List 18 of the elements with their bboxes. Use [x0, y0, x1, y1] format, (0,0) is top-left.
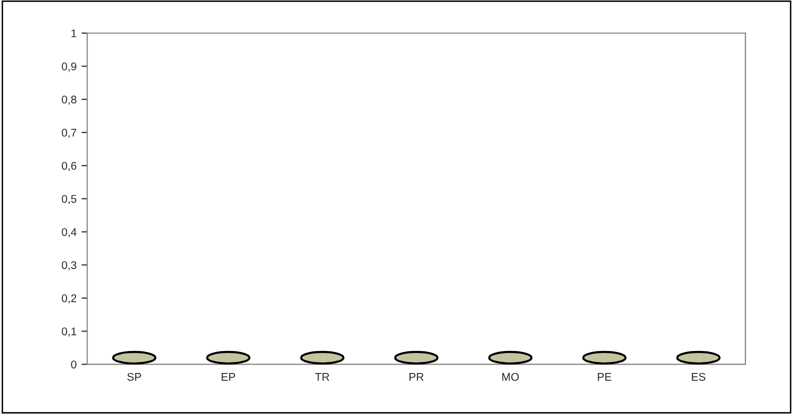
x-tick-label: PE	[598, 373, 612, 381]
x-tick-label: TR	[315, 373, 330, 381]
y-tick-label: 0,7	[62, 128, 76, 138]
x-tick-label: MO	[502, 372, 519, 381]
y-tick-label: 0,1	[62, 327, 76, 337]
y-tick-label: 0,6	[62, 162, 76, 172]
y-tick-label: 0	[71, 360, 76, 368]
x-tick-label: PR	[410, 373, 424, 381]
y-tick-label: 0,3	[62, 261, 76, 270]
x-tick-label: SP	[127, 372, 142, 381]
y-tick-label: 0,5	[62, 194, 76, 204]
x-tick-label: ES	[692, 372, 706, 381]
y-tick-label: 0,2	[62, 294, 76, 304]
y-tick-label: 0,8	[62, 96, 76, 105]
y-tick-label: 0,4	[62, 228, 76, 238]
x-tick-label: EP	[222, 373, 236, 381]
y-tick-label: 1	[71, 30, 76, 38]
y-tick-label: 0,9	[62, 62, 76, 72]
